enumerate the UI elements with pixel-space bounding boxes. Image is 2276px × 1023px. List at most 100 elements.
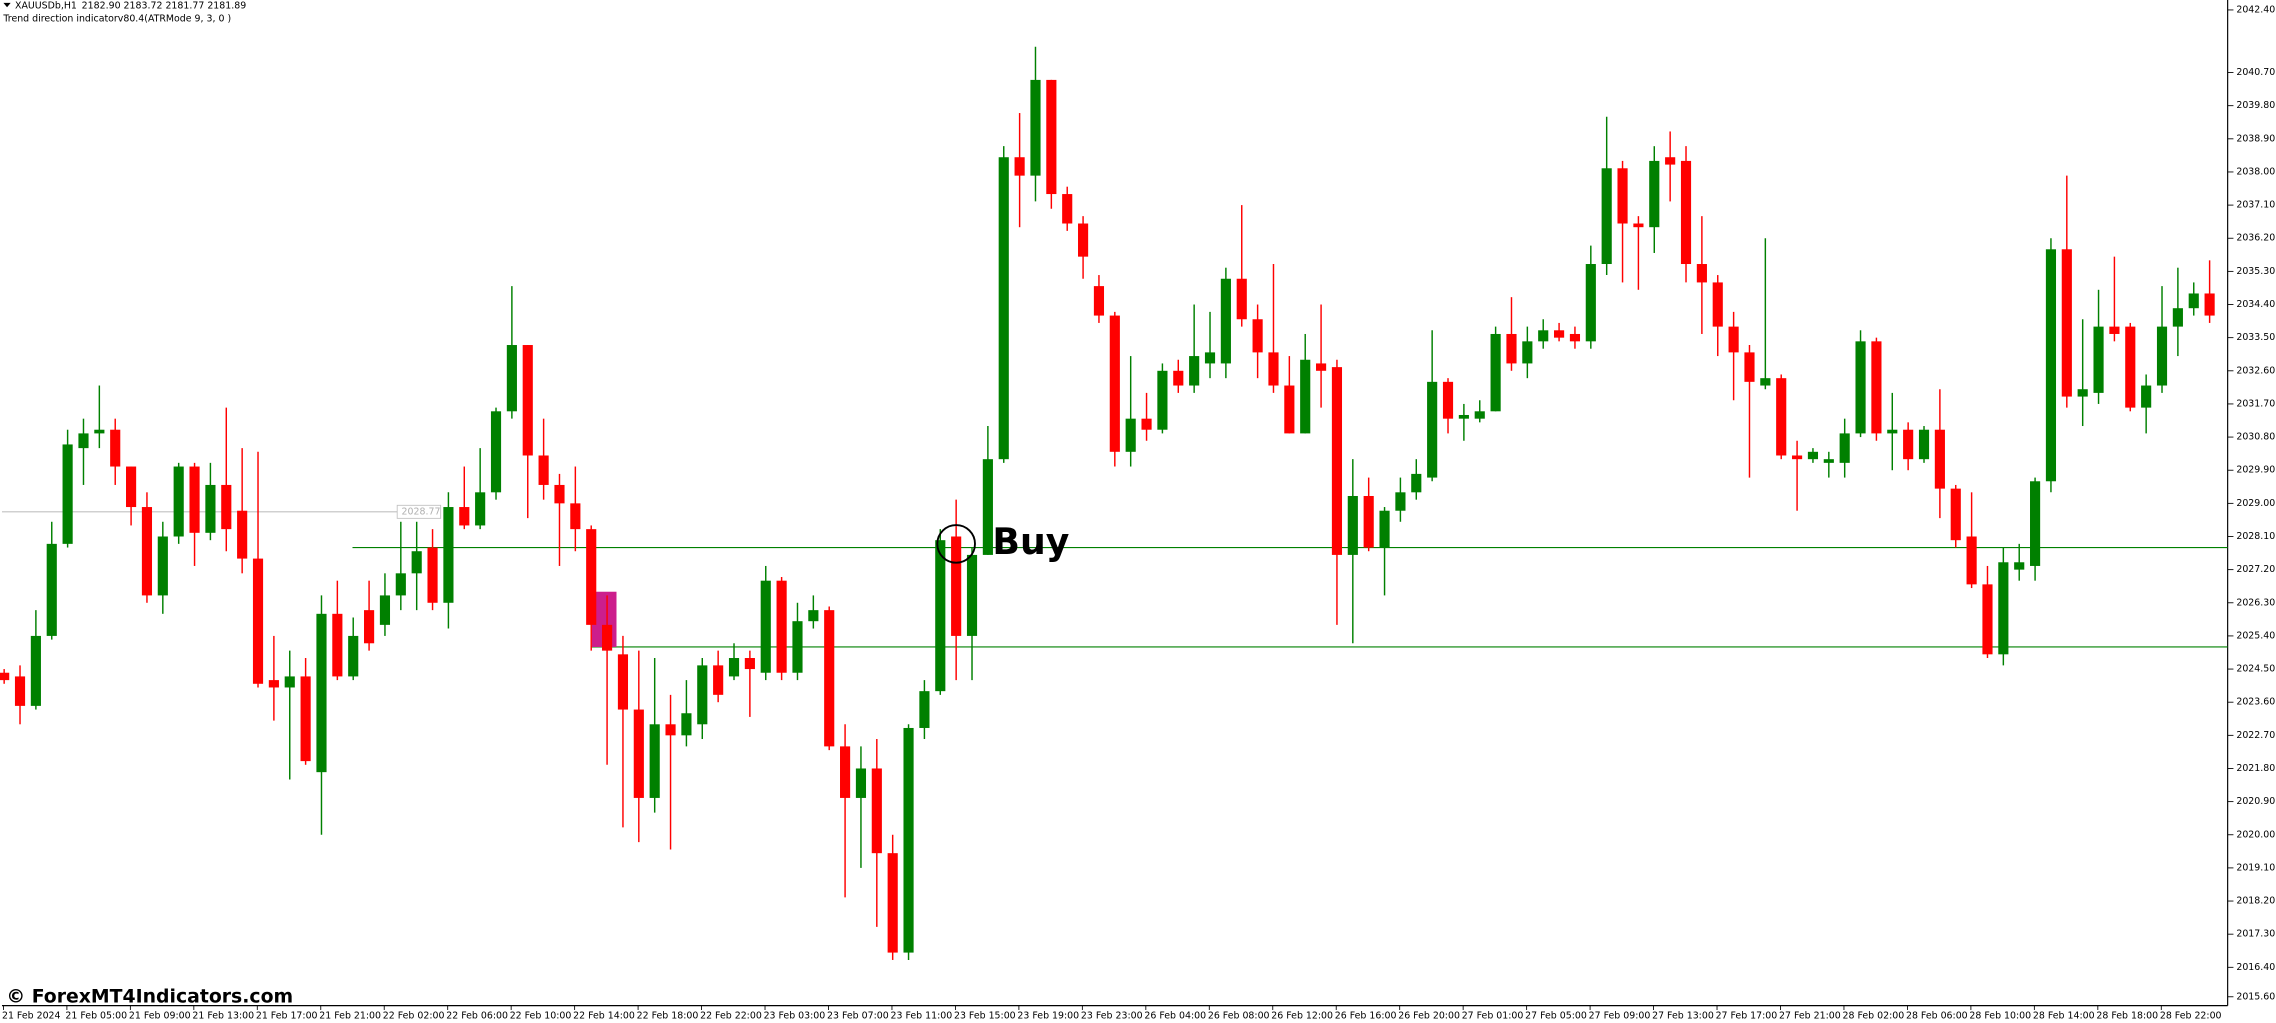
- level-label: 2028.77: [402, 506, 441, 517]
- x-tick-label: 27 Feb 05:00: [1525, 1010, 1587, 1021]
- candle-body: [1617, 168, 1628, 224]
- y-tick-label: 2018.20: [2236, 896, 2275, 907]
- candle-body: [1887, 429, 1898, 434]
- candle-body: [728, 658, 740, 677]
- candle-body: [760, 580, 771, 673]
- candle-body: [379, 595, 391, 625]
- candle-body: [1760, 378, 1771, 386]
- candle-body: [1347, 495, 1358, 555]
- candle-body: [1173, 370, 1184, 386]
- candle-body: [141, 507, 153, 596]
- candle-body: [998, 157, 1009, 460]
- x-tick-label: 21 Feb 05:00: [65, 1010, 127, 1021]
- candle-body: [364, 610, 375, 644]
- candle-body: [665, 724, 676, 736]
- candle-body: [1236, 278, 1247, 320]
- candle-body: [951, 536, 962, 636]
- candle-body: [554, 484, 565, 504]
- candle-body: [2156, 326, 2168, 386]
- x-tick-label: 23 Feb 23:00: [1081, 1010, 1143, 1021]
- x-tick-label: 21 Feb 2024: [2, 1010, 61, 1021]
- y-tick-label: 2029.90: [2236, 465, 2275, 476]
- candle-body: [887, 853, 898, 953]
- candle-body: [681, 713, 692, 736]
- candle-body: [2030, 481, 2041, 566]
- y-tick-label: 2038.90: [2236, 133, 2275, 144]
- candle-body: [1078, 223, 1089, 257]
- candle-body: [2109, 326, 2120, 334]
- y-tick-label: 2023.60: [2236, 697, 2275, 708]
- candle-body: [332, 613, 343, 677]
- candle-body: [1712, 282, 1723, 327]
- candle-body: [1871, 341, 1882, 434]
- candle-body: [490, 411, 502, 493]
- x-tick-label: 22 Feb 18:00: [637, 1010, 699, 1021]
- candle-body: [1316, 363, 1327, 371]
- candle-body: [348, 635, 359, 677]
- candle-body: [268, 680, 279, 688]
- candle-body: [617, 654, 629, 710]
- candle-body: [1950, 488, 1961, 541]
- x-tick-label: 28 Feb 10:00: [1969, 1010, 2031, 1021]
- y-tick-label: 2032.60: [2236, 365, 2275, 376]
- candle-body: [871, 768, 882, 854]
- candle-body: [411, 551, 422, 574]
- x-tick-label: 27 Feb 17:00: [1716, 1010, 1778, 1021]
- y-tick-label: 2026.30: [2236, 597, 2275, 608]
- x-tick-label: 28 Feb 14:00: [2033, 1010, 2095, 1021]
- candle-body: [935, 540, 946, 692]
- y-tick-label: 2027.20: [2236, 564, 2275, 575]
- candle-body: [1649, 160, 1660, 228]
- candle-body: [1601, 168, 1612, 265]
- x-tick-label: 23 Feb 11:00: [891, 1010, 953, 1021]
- signal-circle: [936, 524, 976, 564]
- candle-body: [538, 455, 549, 485]
- signal-label: Buy: [992, 520, 1069, 563]
- x-tick-label: 28 Feb 02:00: [1843, 1010, 1905, 1021]
- candle-body: [46, 543, 57, 636]
- candle-body: [1522, 341, 1533, 364]
- x-tick-label: 28 Feb 18:00: [2096, 1010, 2158, 1021]
- candle-body: [1014, 157, 1025, 176]
- y-tick-label: 2028.10: [2236, 531, 2275, 542]
- x-tick-label: 27 Feb 01:00: [1462, 1010, 1524, 1021]
- candle-body: [633, 709, 644, 798]
- candle-body: [1268, 352, 1279, 386]
- y-tick-label: 2040.70: [2236, 67, 2275, 78]
- candle-body: [649, 724, 660, 798]
- x-tick-label: 23 Feb 15:00: [954, 1010, 1016, 1021]
- x-tick-label: 21 Feb 09:00: [129, 1010, 191, 1021]
- candle-body: [1157, 370, 1168, 430]
- candle-body: [840, 746, 851, 798]
- candle-body: [1728, 326, 1739, 353]
- candle-body: [1490, 333, 1501, 412]
- y-tick-label: 2020.00: [2236, 829, 2275, 840]
- candle-body: [14, 676, 26, 706]
- x-tick-label: 22 Feb 10:00: [510, 1010, 572, 1021]
- candle-body: [602, 624, 613, 651]
- y-tick-label: 2016.40: [2236, 962, 2275, 973]
- candle-body: [173, 466, 184, 537]
- y-tick-label: 2034.40: [2236, 299, 2275, 310]
- candle-body: [2077, 389, 2088, 397]
- x-tick-label: 23 Feb 19:00: [1017, 1010, 1079, 1021]
- candle-body: [1331, 367, 1343, 555]
- candle-body: [126, 466, 137, 508]
- candle-body: [1141, 418, 1152, 430]
- candle-body: [1093, 286, 1105, 316]
- candle-body: [1982, 584, 1993, 655]
- level-label-box: [396, 504, 442, 519]
- y-tick-label: 2029.00: [2236, 498, 2275, 509]
- x-tick-label: 26 Feb 04:00: [1144, 1010, 1206, 1021]
- candle-body: [62, 444, 73, 544]
- y-tick-label: 2030.80: [2236, 432, 2275, 443]
- candle-body: [1442, 381, 1454, 419]
- x-tick-label: 28 Feb 22:00: [2160, 1010, 2222, 1021]
- y-tick-label: 2031.70: [2236, 398, 2275, 409]
- candle-body: [1696, 264, 1707, 283]
- candle-body: [300, 676, 311, 762]
- candle-body: [1204, 352, 1216, 364]
- candle-body: [776, 580, 787, 673]
